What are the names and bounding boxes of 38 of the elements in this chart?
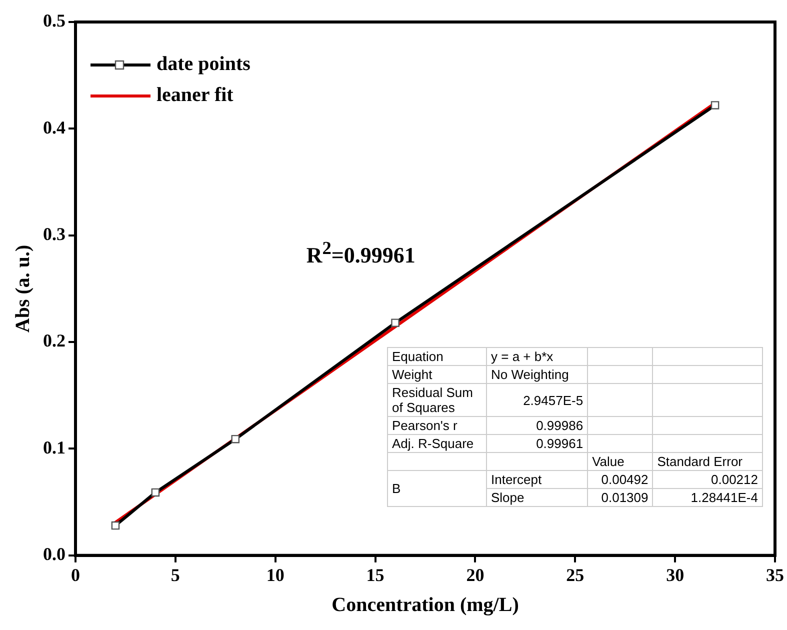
annotation: Intercept bbox=[486, 470, 588, 488]
annotation: Value bbox=[588, 452, 653, 470]
x-tick-label: 30 bbox=[666, 564, 684, 585]
annotation: 0.01309 bbox=[588, 488, 653, 506]
y-axis-title: Abs (a. u.) bbox=[12, 244, 34, 333]
y-tick-label: 0.0 bbox=[43, 544, 66, 564]
y-tick-label: 0.4 bbox=[43, 117, 66, 138]
y-tick-label: 0.5 bbox=[43, 10, 66, 31]
x-tick-label: 25 bbox=[566, 564, 584, 585]
annotation: 0.99986 bbox=[486, 416, 588, 434]
y-tick-label: 0.2 bbox=[43, 330, 66, 351]
annotation: B bbox=[388, 470, 486, 506]
legend-label: leaner fit bbox=[156, 84, 234, 106]
legend-label: date points bbox=[156, 53, 251, 76]
annotation: Residual Sum of Squares bbox=[388, 384, 486, 416]
annotation: No Weighting bbox=[486, 366, 588, 384]
x-tick-label: 5 bbox=[170, 564, 180, 585]
x-tick-label: 10 bbox=[266, 564, 284, 585]
annotation: 1.28441E-4 bbox=[652, 488, 762, 506]
annotation: 0.00492 bbox=[588, 470, 653, 488]
x-tick-label: 15 bbox=[366, 564, 384, 585]
annotation: 2.9457E-5 bbox=[486, 384, 588, 416]
annotation: y = a + b*x bbox=[486, 348, 588, 366]
y-tick-label: 0.1 bbox=[43, 437, 66, 458]
x-tick-label: 0 bbox=[71, 564, 80, 585]
annotation: 0.00212 bbox=[652, 470, 762, 488]
y-tick-label: 0.3 bbox=[43, 224, 66, 244]
annotation: Pearson's r bbox=[388, 416, 486, 434]
annotation: 0.99961 bbox=[486, 434, 588, 452]
annotation: Weight bbox=[388, 366, 486, 384]
annotation: Standard Error bbox=[652, 452, 762, 470]
x-tick-label: 20 bbox=[466, 564, 484, 585]
annotation: Equation bbox=[388, 348, 486, 366]
annotation: Slope bbox=[486, 488, 588, 506]
annotation: R$^{2}$=0.99961 bbox=[306, 238, 416, 268]
annotation: Adj. R-Square bbox=[388, 434, 486, 452]
x-axis-title: Concentration (mg/L) bbox=[332, 594, 519, 616]
x-tick-label: 35 bbox=[766, 564, 784, 585]
